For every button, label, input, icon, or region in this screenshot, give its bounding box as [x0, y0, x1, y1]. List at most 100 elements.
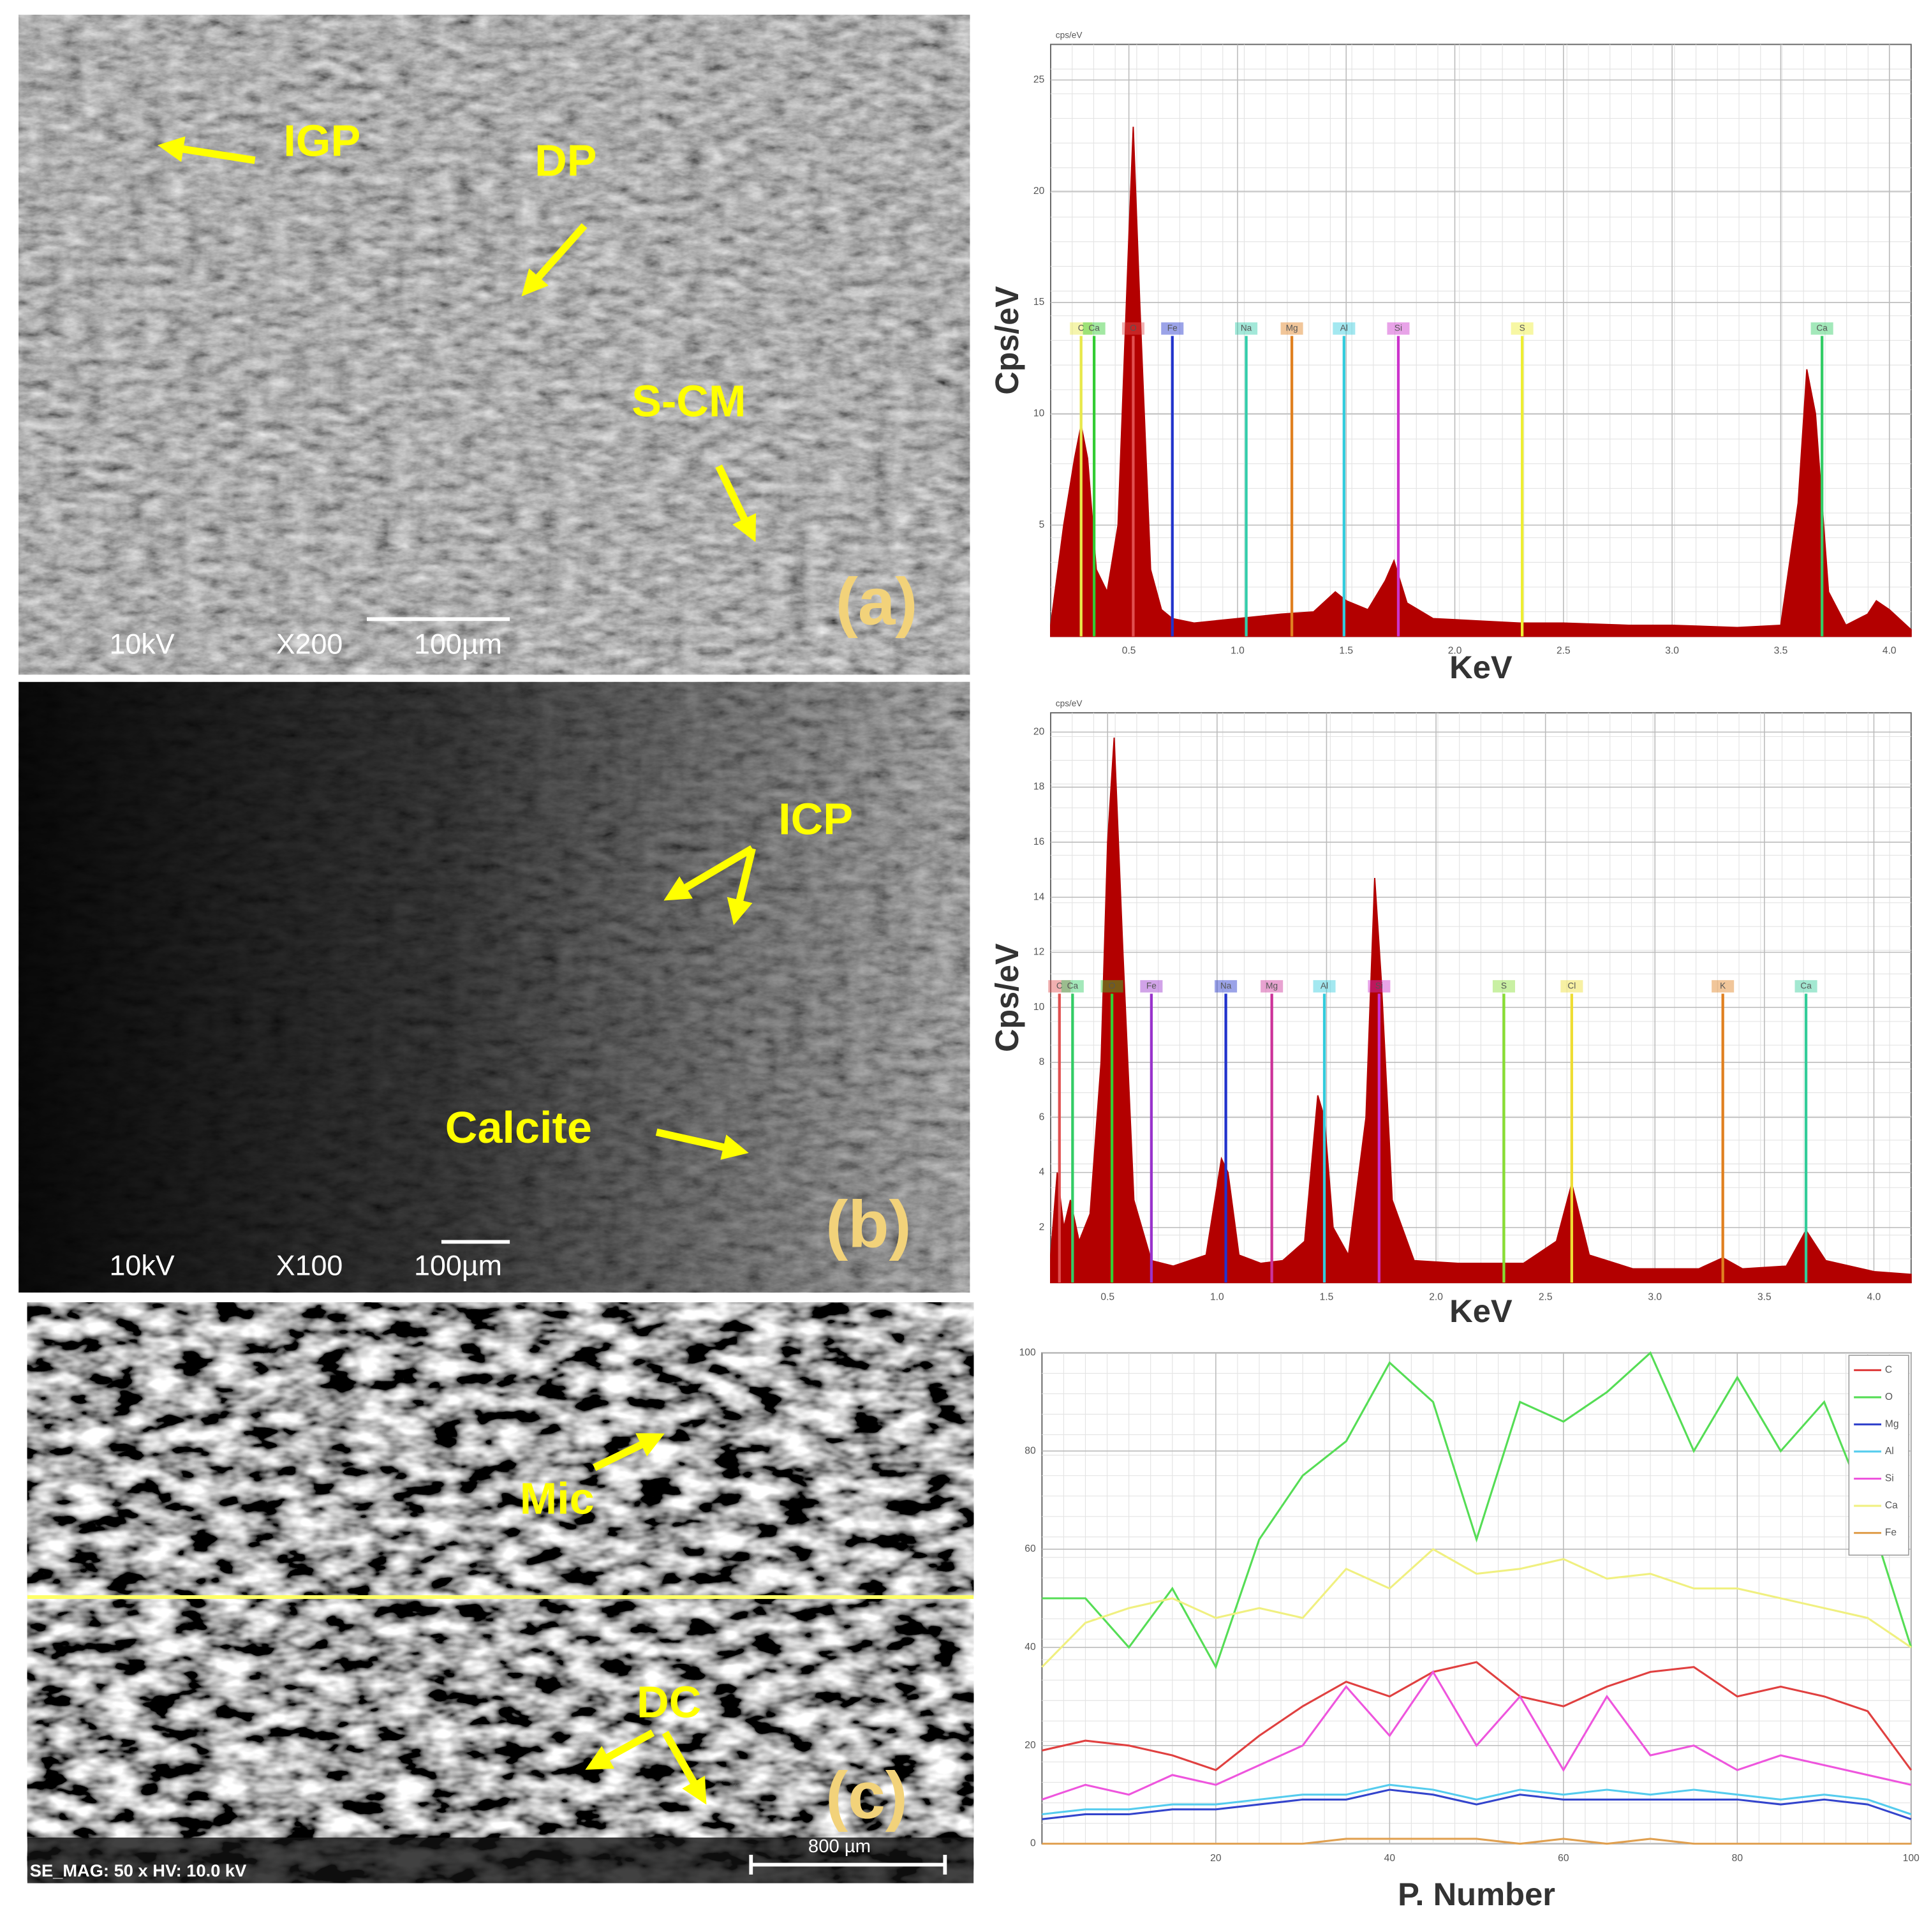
element-label: O — [1130, 323, 1137, 333]
chart: 5 10 15 20 25 0.5 1.0 1.5 2.0 2.5 3.0 3.5 4.0 KeV Cps/… — [989, 31, 1912, 685]
x-tick-label: 0.5 — [1122, 646, 1136, 657]
panel-label: (b) — [825, 1187, 911, 1262]
y-tick-label: 15 — [1033, 297, 1044, 308]
element-tag — [1261, 980, 1284, 993]
x-tick-label: 1.0 — [1231, 646, 1245, 657]
element-tag — [1048, 980, 1071, 993]
micrograph-a — [18, 15, 970, 675]
y-tick-label: 8 — [1039, 1057, 1045, 1067]
element-tag — [1387, 322, 1410, 335]
element-label: Ca — [1067, 981, 1079, 990]
y-tick-label: 14 — [1033, 891, 1045, 902]
x-axis-title: P. Number — [1398, 1876, 1555, 1912]
element-tag — [1712, 980, 1735, 993]
element-label: O — [1109, 981, 1116, 990]
element-label: Ca — [1088, 323, 1100, 333]
element-label: Fe — [1146, 981, 1157, 990]
x-tick-label: 100 — [1903, 1853, 1920, 1864]
element-tag — [1313, 980, 1336, 993]
y-tick-label: 2 — [1039, 1222, 1045, 1233]
element-label: Mg — [1286, 323, 1298, 333]
scale-bar-label: 100µm — [414, 629, 502, 660]
legend-label: Fe — [1885, 1527, 1897, 1538]
y-tick-label: 16 — [1033, 836, 1044, 847]
element-label: Na — [1241, 323, 1252, 333]
line-series — [1042, 1351, 1913, 1670]
element-tag — [1280, 322, 1303, 335]
magnification: X200 — [276, 629, 343, 660]
annotation: S-CM — [632, 376, 746, 426]
x-tick-label: 3.5 — [1757, 1292, 1772, 1303]
legend-label: Mg — [1885, 1419, 1899, 1430]
y-tick-label: 5 — [1039, 519, 1045, 530]
y-tick-label: 40 — [1025, 1642, 1036, 1653]
legend-label: C — [1885, 1365, 1892, 1376]
line-series — [1042, 1661, 1913, 1771]
x-tick-label: 3.0 — [1665, 646, 1679, 657]
x-tick-label: 2.0 — [1429, 1292, 1443, 1303]
y-tick-label: 12 — [1033, 947, 1044, 958]
micrograph-c — [27, 1302, 974, 1884]
x-tick-label: 4.0 — [1883, 646, 1897, 657]
element-label: Cl — [1567, 981, 1576, 990]
y-tick-label: 20 — [1025, 1740, 1036, 1751]
element-tag — [1333, 322, 1356, 335]
element-label: Al — [1340, 323, 1348, 333]
x-tick-label: 1.0 — [1210, 1292, 1224, 1303]
arrows — [157, 136, 757, 1805]
element-tag — [1121, 322, 1144, 335]
chart: 0 20 40 60 80 100 20 40 60 80 100 P. Number C O Mg Al Si… — [1019, 1347, 1920, 1912]
y-tick-label: 0 — [1030, 1838, 1036, 1849]
element-label: Mg — [1266, 981, 1278, 990]
element-tag — [1560, 980, 1583, 993]
element-tag — [1140, 980, 1163, 993]
x-tick-label: 2.0 — [1448, 646, 1462, 657]
y-tick-label: 80 — [1025, 1445, 1036, 1456]
element-label: Si — [1375, 981, 1383, 990]
spectrum — [1050, 737, 1912, 1284]
annotation: ICP — [778, 794, 853, 844]
legend-label: Ca — [1885, 1500, 1898, 1511]
voltage: 10kV — [110, 629, 175, 660]
annotation: DC — [637, 1677, 701, 1727]
chart: 2 4 6 8 10 12 14 16 18 20 0.5 1.0 1.5 2.0 2.5 3.0 3.5 4.0… — [989, 699, 1912, 1329]
x-tick-label: 0.5 — [1100, 1292, 1114, 1303]
annotation: IGP — [283, 116, 360, 166]
element-tag — [1794, 980, 1817, 993]
line-series — [1041, 1670, 1912, 1801]
line-series — [1041, 1548, 1912, 1668]
y-tick-label: 18 — [1033, 782, 1044, 792]
x-tick-label: 20 — [1210, 1853, 1222, 1864]
legend-label: Si — [1885, 1473, 1894, 1484]
element-label: Al — [1321, 981, 1328, 990]
x-tick-label: 2.5 — [1557, 646, 1571, 657]
element-label: Si — [1395, 323, 1402, 333]
x-tick-label: 2.5 — [1539, 1292, 1553, 1303]
element-label: Ca — [1800, 981, 1812, 990]
x-tick-label: 80 — [1732, 1853, 1743, 1864]
panel-label: (a) — [836, 565, 918, 639]
instrument-info: SE_MAG: 50 x HV: 10.0 kV — [30, 1861, 247, 1880]
element-label: Na — [1220, 981, 1232, 990]
x-tick-label: 3.0 — [1648, 1292, 1662, 1303]
y-axis-title: Cps/eV — [989, 286, 1025, 395]
unit-label: cps/eV — [1056, 699, 1083, 708]
y-axis-title: Cps/eV — [989, 943, 1025, 1052]
element-tag — [1511, 322, 1534, 335]
element-tag — [1161, 322, 1184, 335]
x-tick-label: 3.5 — [1774, 646, 1788, 657]
y-tick-label: 100 — [1019, 1347, 1036, 1358]
unit-label: cps/eV — [1056, 31, 1083, 40]
element-tag — [1215, 980, 1238, 993]
magnification: X100 — [276, 1251, 343, 1282]
element-label: C — [1056, 981, 1063, 990]
element-label: S — [1501, 981, 1507, 990]
scale-bars — [366, 617, 947, 1875]
line-series — [1042, 1838, 1911, 1845]
y-tick-label: 10 — [1033, 1002, 1045, 1013]
scale-bar-label: 800 µm — [808, 1836, 871, 1857]
element-label: K — [1720, 981, 1726, 990]
legend-label: Al — [1885, 1446, 1894, 1457]
